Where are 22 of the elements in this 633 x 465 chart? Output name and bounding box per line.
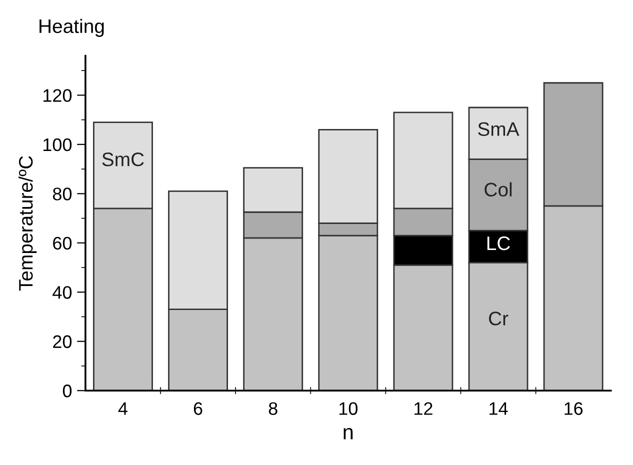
x-tick-label: 10	[339, 402, 358, 415]
x-tick-label: 14	[490, 402, 508, 415]
x-tick-label: 16	[564, 402, 583, 415]
y-tick-label: 120	[44, 89, 72, 102]
y-tick-label: 60	[53, 236, 72, 250]
series-label: LC	[487, 236, 510, 250]
series-label: Cr	[488, 312, 508, 326]
y-tick-label: 80	[52, 188, 72, 200]
series-label: SmC	[102, 152, 144, 166]
y-axis-title: Temperature/ºC	[18, 156, 37, 291]
x-tick-label: 4	[118, 402, 128, 415]
series-label: SmA	[478, 122, 520, 136]
y-tick-label: 40	[52, 286, 72, 299]
y-tick-label: 100	[44, 138, 72, 152]
x-tick-label: 6	[194, 402, 202, 415]
y-tick-label: 0	[62, 384, 72, 398]
x-tick-label: 8	[268, 402, 278, 415]
chart-title: Heating	[40, 18, 104, 37]
x-axis-title: n	[344, 428, 353, 440]
y-tick-label: 20	[53, 335, 72, 348]
x-tick-label: 12	[414, 402, 432, 415]
series-label: Col	[484, 182, 512, 197]
